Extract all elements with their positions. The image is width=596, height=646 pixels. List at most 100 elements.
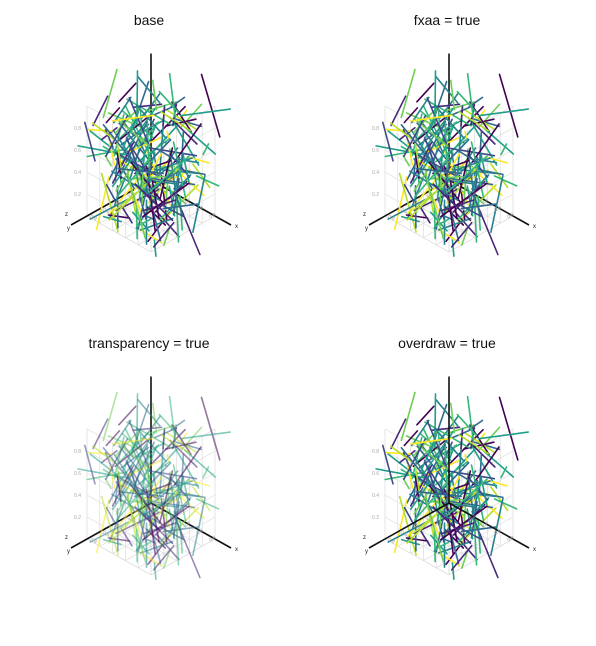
data-segment [427,160,461,203]
grid-line [384,450,450,488]
data-segment [113,436,125,480]
data-segment [152,79,158,111]
data-segment [387,521,427,543]
y-tick-label: 0.8 [387,214,396,223]
data-segment [413,156,450,198]
z-tick-label: 0.2 [372,515,379,521]
data-segment [498,396,519,461]
data-segment [405,537,429,542]
data-segment [104,154,112,167]
data-segment [141,496,144,528]
x-tick-label: 0.4 [481,520,490,529]
data-segment [446,424,475,435]
data-segment [481,126,515,155]
data-segment [419,205,431,224]
data-segment [125,138,150,176]
data-segment [453,470,478,486]
data-segment [411,96,430,124]
data-segment [410,465,433,507]
data-segment [400,391,416,442]
data-segment [434,218,449,228]
data-segment [434,393,437,448]
data-segment [112,465,135,507]
data-segment [128,419,152,474]
data-segment [440,182,488,218]
y-tick-label: 0.4 [412,522,421,531]
grid-line [150,215,216,253]
data-segment [179,108,231,117]
data-segment [105,506,117,525]
data-segment [200,396,221,461]
panel-title: overdraw = true [398,335,496,351]
x-axis-label: x [235,224,238,230]
data-segment [136,70,139,125]
data-segment [433,205,436,240]
x-tick-label: 0.6 [195,528,204,537]
data-segment [195,175,220,187]
grid-line [384,127,450,165]
data-segment [89,521,129,543]
data-segment [481,449,515,478]
data-segment [128,136,162,153]
data-segment [105,183,117,202]
y-tick-label: 0.4 [114,199,123,208]
data-segment [160,111,191,132]
data-segment [155,470,180,486]
data-segment [450,79,456,111]
data-segment [464,130,468,139]
data-segment [165,108,198,131]
data-segment [414,143,421,172]
x-tick-label: 0.4 [183,197,192,206]
grid-line [384,171,450,209]
data-segment [432,176,466,194]
data-segment [84,444,96,485]
data-segment [446,155,488,193]
x-axis-spine [150,179,232,226]
z-axis-label: z [363,212,366,218]
data-segment [100,495,119,556]
data-segment [477,431,529,440]
data-segment [432,183,472,222]
data-segment [410,142,433,184]
data-segment [142,505,190,541]
x-axis-label: x [235,547,238,553]
data-segment [92,95,109,127]
data-segment [112,142,135,184]
data-segment [424,421,472,450]
data-segment [126,173,147,240]
x-axis-spine [448,502,530,549]
data-segment [112,158,133,187]
data-segment [118,405,137,426]
x-tick-label: 0.8 [208,535,217,544]
data-segment [102,391,118,442]
data-segment [112,114,155,122]
data-segment [158,90,180,114]
y-axis-label: y [67,549,70,555]
data-segment [170,441,200,489]
data-segment [172,464,187,522]
data-segment [414,466,421,495]
data-segment [175,441,203,451]
data-segment [390,95,407,127]
data-segment [165,431,198,454]
data-segment [403,115,427,157]
z-tick-label: 0.4 [372,493,379,499]
y-tick-label: 0.6 [400,530,409,539]
z-tick-label: 0.6 [372,148,379,154]
data-segment [101,127,118,141]
data-segment [400,447,430,484]
data-segment [403,438,427,480]
line-segments [375,68,529,258]
data-segment [478,426,501,451]
x-tick-label: 0.2 [170,513,179,522]
data-segment [118,82,137,103]
data-segment [148,448,178,480]
data-segment [400,68,416,119]
data-segment [458,434,489,455]
data-segment [100,172,119,233]
data-segment [152,402,158,434]
data-segment [406,183,445,221]
panel-title: base [133,12,165,28]
data-segment [177,491,206,499]
data-segment [434,70,437,125]
